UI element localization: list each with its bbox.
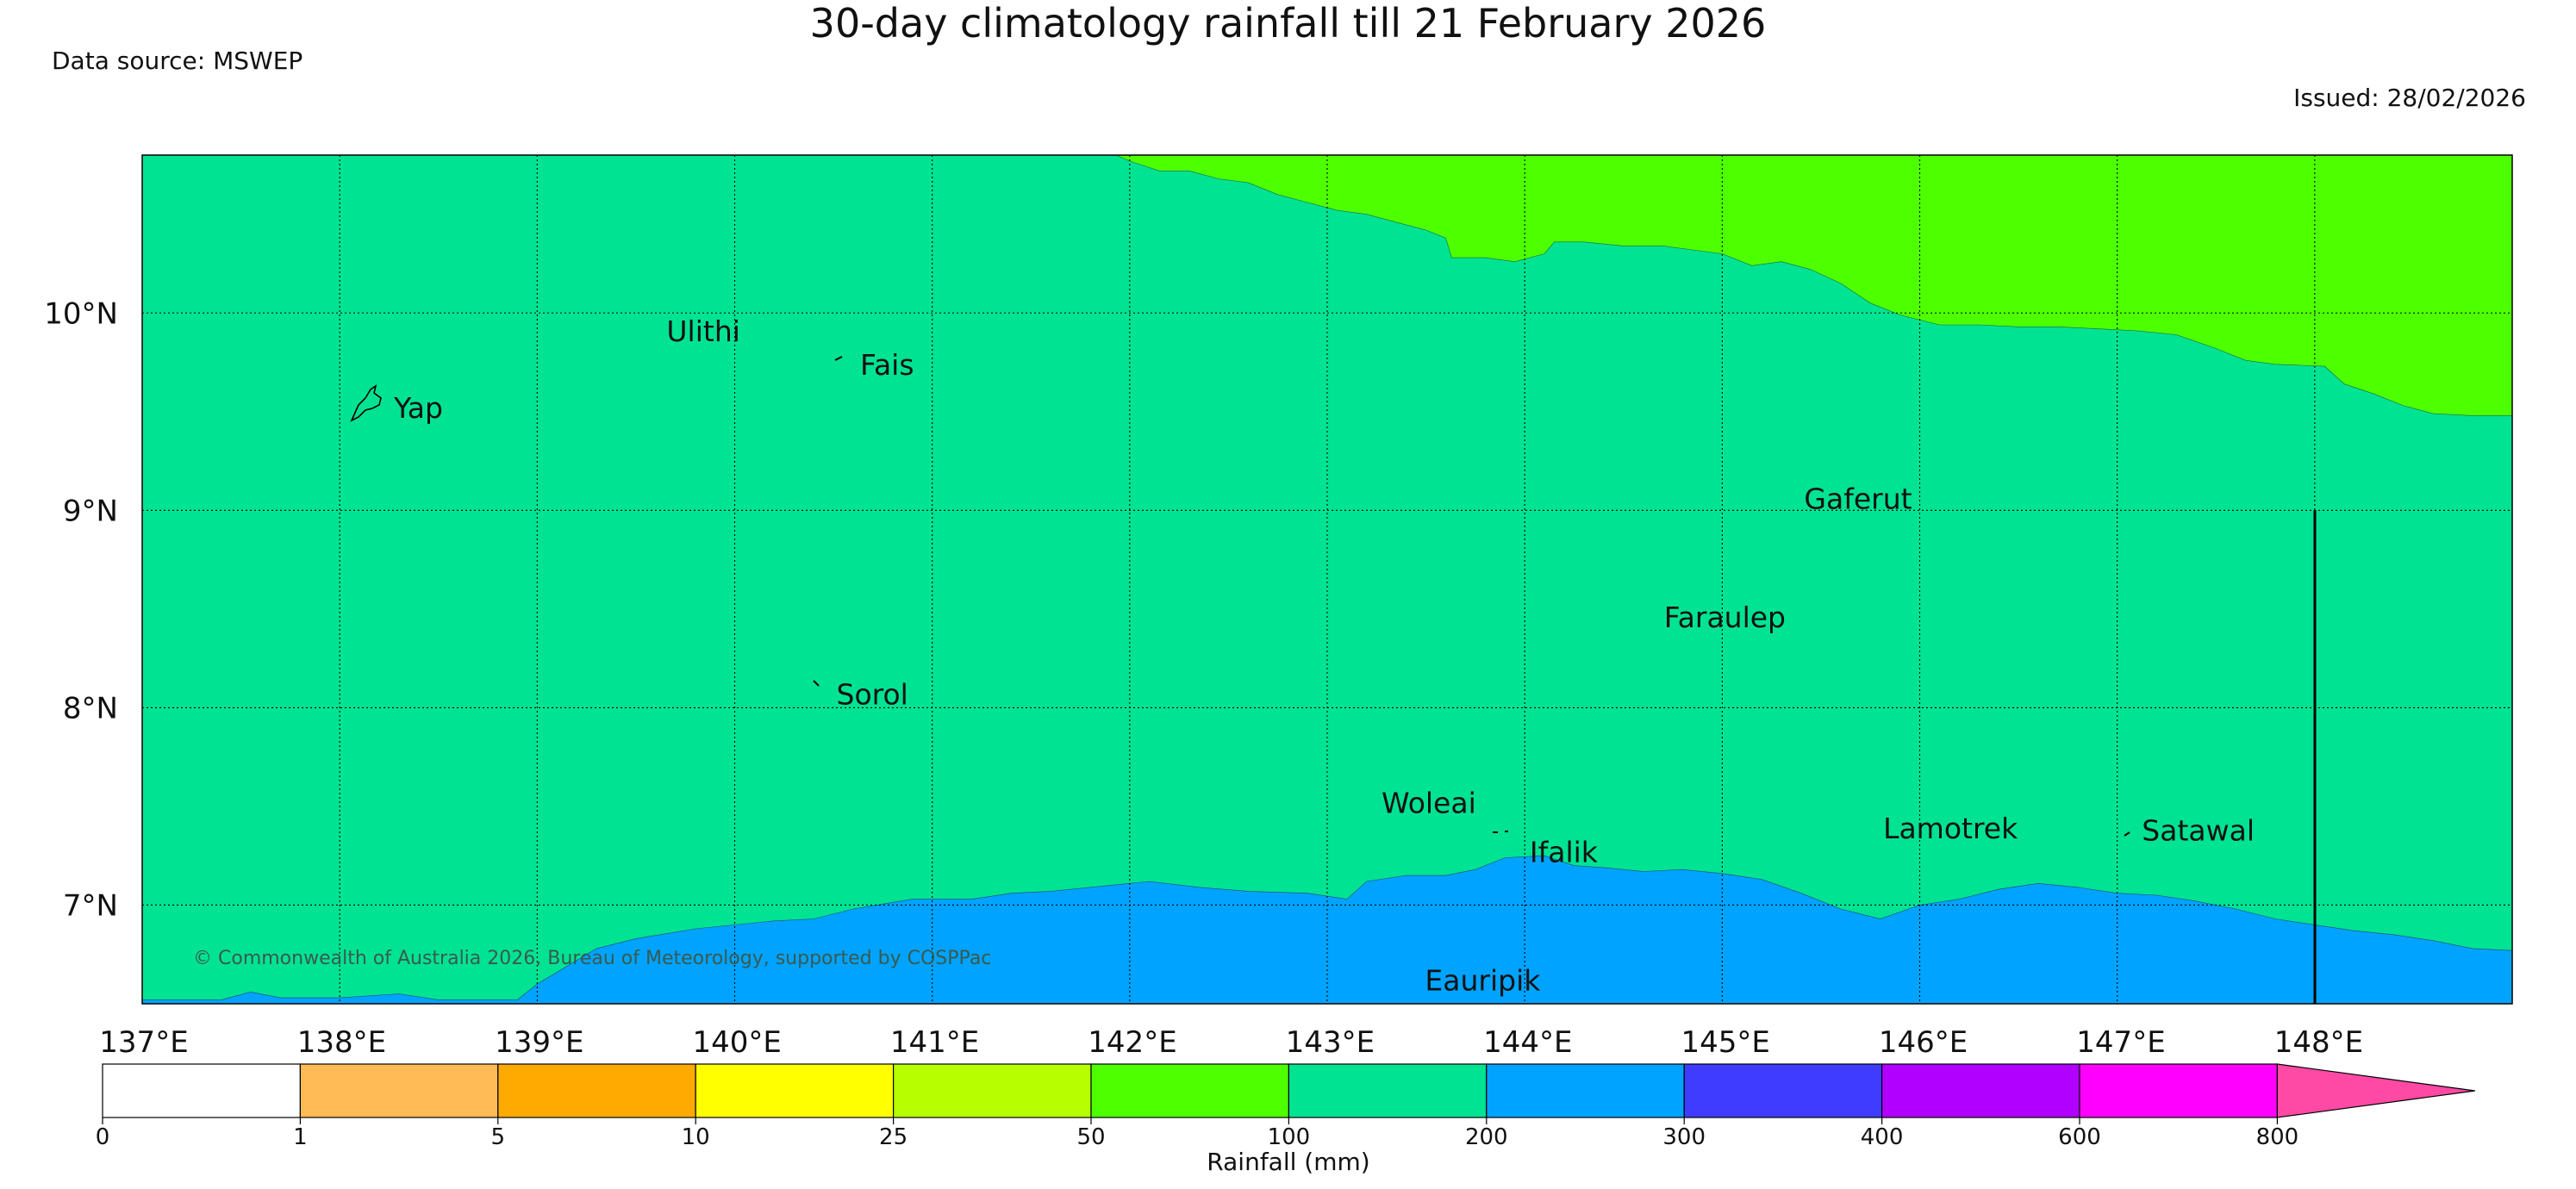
place-label-yap: Yap (393, 391, 443, 425)
latitude-axis: 10°N 9°N 8°N 7°N (44, 296, 118, 923)
place-label-ulithi: Ulithi (666, 314, 740, 348)
colorbar-tick-label: 600 (2058, 1124, 2101, 1150)
lon-tick-label: 138°E (297, 1025, 386, 1060)
data-source-label: Data source: MSWEP (52, 47, 303, 75)
colorbar-segment (1288, 1063, 1488, 1118)
lon-tick-label: 139°E (495, 1025, 583, 1060)
lon-tick-label: 140°E (693, 1025, 782, 1060)
place-label-satawal: Satawal (2142, 813, 2255, 847)
longitude-axis: 137°E 138°E 139°E 140°E 141°E 142°E 143°E 144°E… (99, 1025, 2363, 1060)
colorbar-title: Rainfall (mm) (1207, 1148, 1369, 1176)
map-plot-area[interactable]: Yap Ulithi Fais Gaferut Faraulep Sorol Woleai I… (142, 155, 2512, 1004)
ifalik-island-icon (1493, 831, 1508, 833)
colorbar-segment (695, 1063, 895, 1118)
lon-tick-label: 145°E (1681, 1025, 1770, 1060)
island-outlines (350, 356, 2130, 837)
copyright-notice: © Commonwealth of Australia 2026, Bureau… (193, 948, 991, 969)
colorbar-tick-label: 0 (96, 1124, 110, 1150)
colorbar-tick-label: 400 (1861, 1124, 1904, 1150)
issued-date-label: Issued: 28/02/2026 (2293, 84, 2526, 112)
colorbar-segment (1090, 1063, 1289, 1118)
lon-tick-label: 143°E (1286, 1025, 1375, 1060)
place-label-lamotrek: Lamotrek (1883, 812, 2018, 845)
zone-200-300mm (142, 855, 2512, 1004)
lon-tick-label: 148°E (2274, 1025, 2363, 1060)
map-frame (141, 154, 2513, 1005)
colorbar-segment (2079, 1063, 2278, 1118)
place-label-fais: Fais (860, 348, 914, 382)
place-label-eauripik: Eauripik (1425, 964, 1541, 998)
colorbar-segment (892, 1063, 1092, 1118)
place-label-ifalik: Ifalik (1530, 836, 1599, 869)
colorbar-tick-label: 25 (879, 1124, 908, 1150)
lon-tick-label: 146°E (1879, 1025, 1968, 1060)
lat-tick-label: 8°N (63, 691, 118, 725)
yap-island-icon (350, 384, 382, 422)
rainfall-colorbar: 0 1 5 10 25 50 100 200 300 400 600 800 (96, 1063, 2475, 1150)
place-label-faraulep: Faraulep (1664, 601, 1786, 634)
lat-tick-label: 10°N (44, 296, 118, 331)
lon-tick-label: 144°E (1483, 1025, 1572, 1060)
colorbar-segment (1683, 1063, 1883, 1118)
lat-tick-label: 7°N (63, 888, 118, 923)
sorol-island-icon (813, 680, 820, 687)
fais-island-icon (834, 356, 843, 361)
map-title: 30-day climatology rainfall till 21 Febr… (809, 0, 1767, 47)
colorbar-tick-label: 100 (1268, 1124, 1311, 1150)
place-label-sorol: Sorol (837, 677, 908, 711)
colorbar-segment (497, 1063, 696, 1118)
colorbar-tick-label: 300 (1662, 1124, 1706, 1150)
place-label-gaferut: Gaferut (1804, 482, 1912, 516)
lon-tick-label: 137°E (99, 1025, 188, 1060)
colorbar-tick-label: 800 (2256, 1124, 2299, 1150)
colorbar-segment (299, 1063, 499, 1118)
colorbar-segment (1486, 1063, 1685, 1118)
lat-tick-label: 9°N (63, 494, 118, 528)
colorbar-extend-arrow (2276, 1063, 2475, 1118)
colorbar-tick-label: 1 (293, 1124, 308, 1150)
zone-50-100mm (1115, 155, 2512, 416)
lon-tick-label: 142°E (1088, 1025, 1176, 1060)
colorbar-segment (102, 1063, 301, 1118)
lon-tick-label: 147°E (2076, 1025, 2165, 1060)
colorbar-tick-label: 50 (1076, 1124, 1105, 1150)
graticule (142, 155, 2512, 1004)
colorbar-segment (1881, 1063, 2080, 1118)
colorbar-tick-label: 200 (1465, 1124, 1508, 1150)
place-label-woleai: Woleai (1382, 786, 1476, 819)
lon-tick-label: 141°E (890, 1025, 979, 1060)
colorbar-tick-label: 10 (682, 1124, 710, 1150)
satawal-island-icon (2124, 831, 2130, 837)
place-labels: Yap Ulithi Fais Gaferut Faraulep Sorol Woleai I… (393, 314, 2255, 998)
colorbar-tick-label: 5 (491, 1124, 506, 1150)
